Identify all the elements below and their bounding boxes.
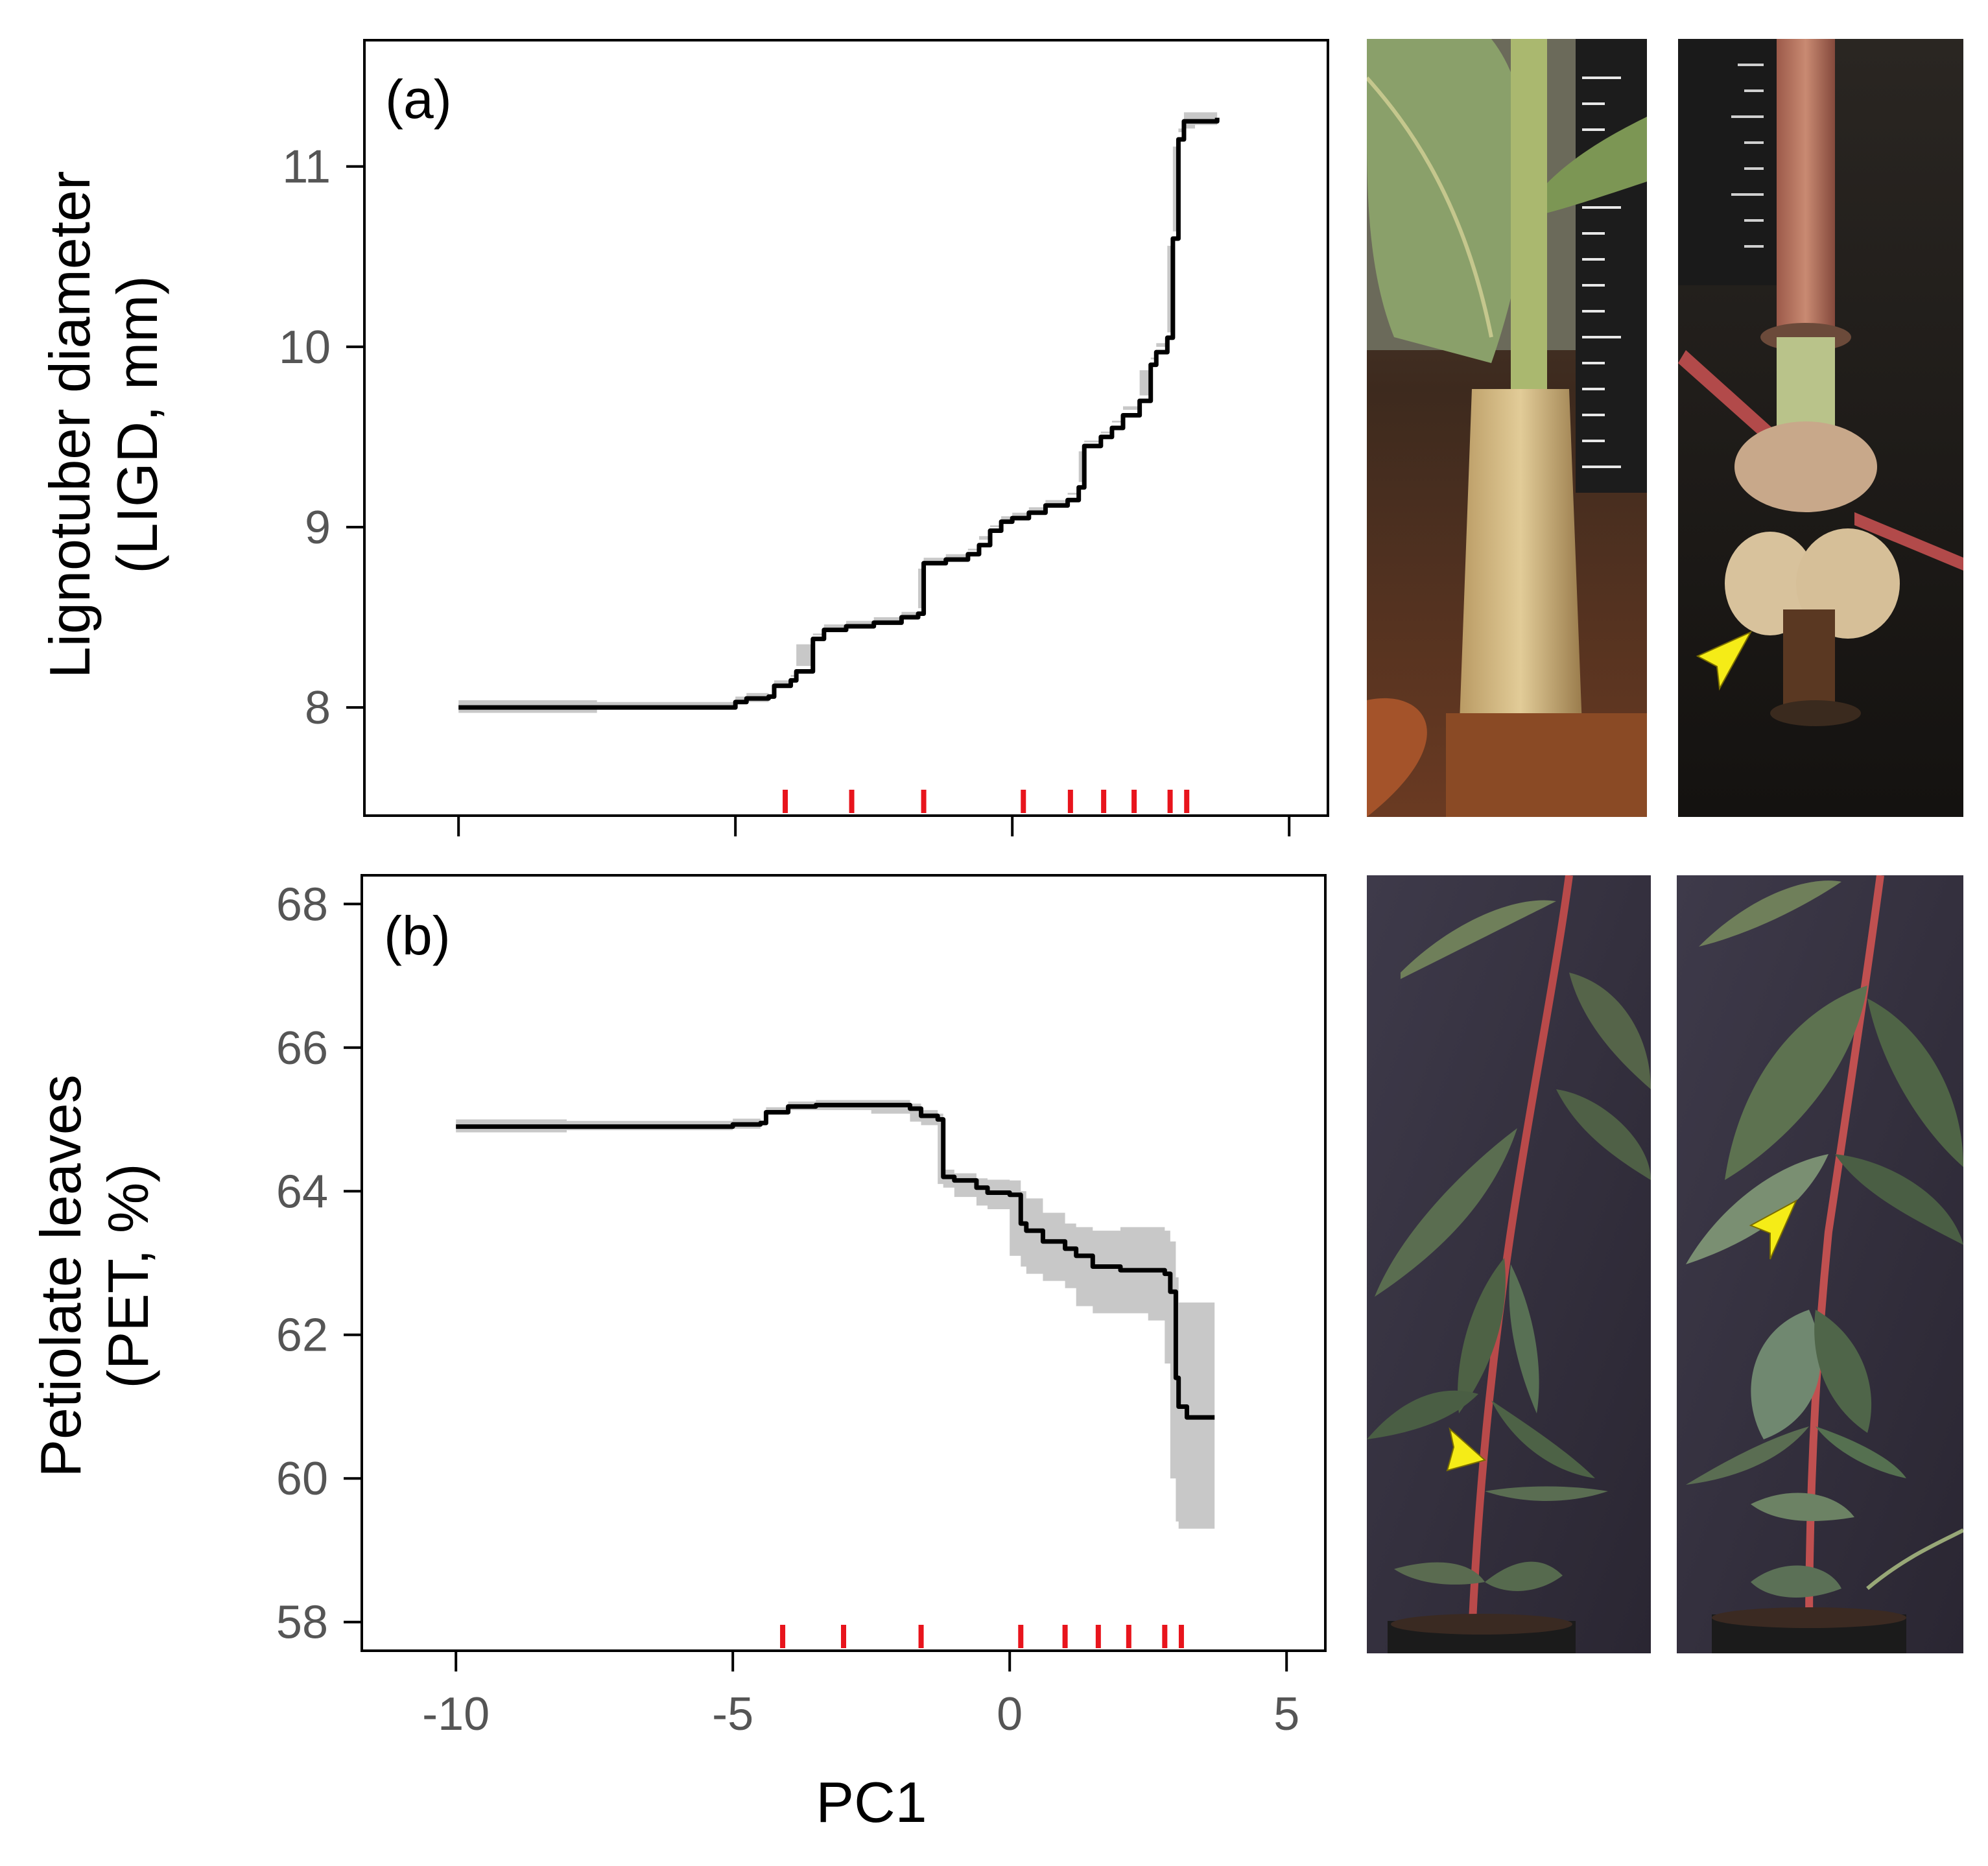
panel-a-y-tick-label: 9 — [305, 502, 331, 554]
panel-b-chart: Petiolate leaves (PET, %) 58 60 62 64 66 68 -1… — [29, 874, 1327, 1834]
panel-a-plot-area: 8 9 10 11 — [279, 110, 1291, 836]
panel-b-series-line — [456, 1102, 1215, 1420]
x-axis-label: PC1 — [816, 1770, 927, 1834]
panel-b-y-tick-label: 66 — [276, 1022, 328, 1074]
panel-b-label: (b) — [384, 905, 451, 966]
panel-a-ylabel-line2: (LIGD, mm) — [105, 276, 169, 574]
panel-b-y-tick-label: 68 — [276, 879, 328, 930]
photo-b-right — [1677, 875, 1963, 1653]
panel-a-confidence-band — [458, 110, 1218, 715]
panel-b-plot-area: 58 60 62 64 66 68 -10 -5 0 5 — [276, 879, 1299, 1740]
panel-a-series-line — [458, 117, 1220, 710]
panel-b-x-tick-label: 5 — [1273, 1688, 1299, 1740]
panel-a-chart: Lignotuber diameter (LIGD, mm) 8 9 10 11 (a… — [38, 39, 1329, 836]
panel-b-ylabel-line1: Petiolate leaves — [29, 1074, 93, 1477]
panel-b-y-tick-label: 64 — [276, 1166, 328, 1218]
panel-b-frame — [361, 874, 1327, 1652]
panel-a-label: (a) — [385, 69, 452, 130]
panel-a-y-tick-label: 10 — [279, 322, 331, 373]
photo-a-right-arrow-icon — [1696, 630, 1753, 691]
panel-b-confidence-band — [456, 1100, 1215, 1529]
panel-a-y-tick-label: 8 — [305, 682, 331, 734]
photo-a-left — [1367, 39, 1647, 817]
panel-b-x-tick-label: -10 — [422, 1688, 490, 1740]
panel-b-x-tick-label: -5 — [712, 1688, 753, 1740]
panel-a-frame — [363, 39, 1329, 817]
panel-b-ylabel-line2: (PET, %) — [96, 1163, 160, 1388]
photo-b-left-arrow-icon — [1446, 1427, 1487, 1472]
panel-b-y-tick-label: 58 — [276, 1597, 328, 1649]
panel-a-y-tick-label: 11 — [282, 141, 331, 193]
panel-a-ylabel-line1: Lignotuber diameter — [38, 171, 102, 679]
photo-b-left — [1367, 875, 1651, 1653]
panel-b-y-tick-label: 62 — [276, 1310, 328, 1362]
panel-b-x-tick-label: 0 — [997, 1688, 1023, 1740]
photo-a-right — [1678, 39, 1963, 817]
panel-b-y-tick-label: 60 — [276, 1453, 328, 1505]
photo-b-right-arrow-icon — [1749, 1199, 1798, 1260]
